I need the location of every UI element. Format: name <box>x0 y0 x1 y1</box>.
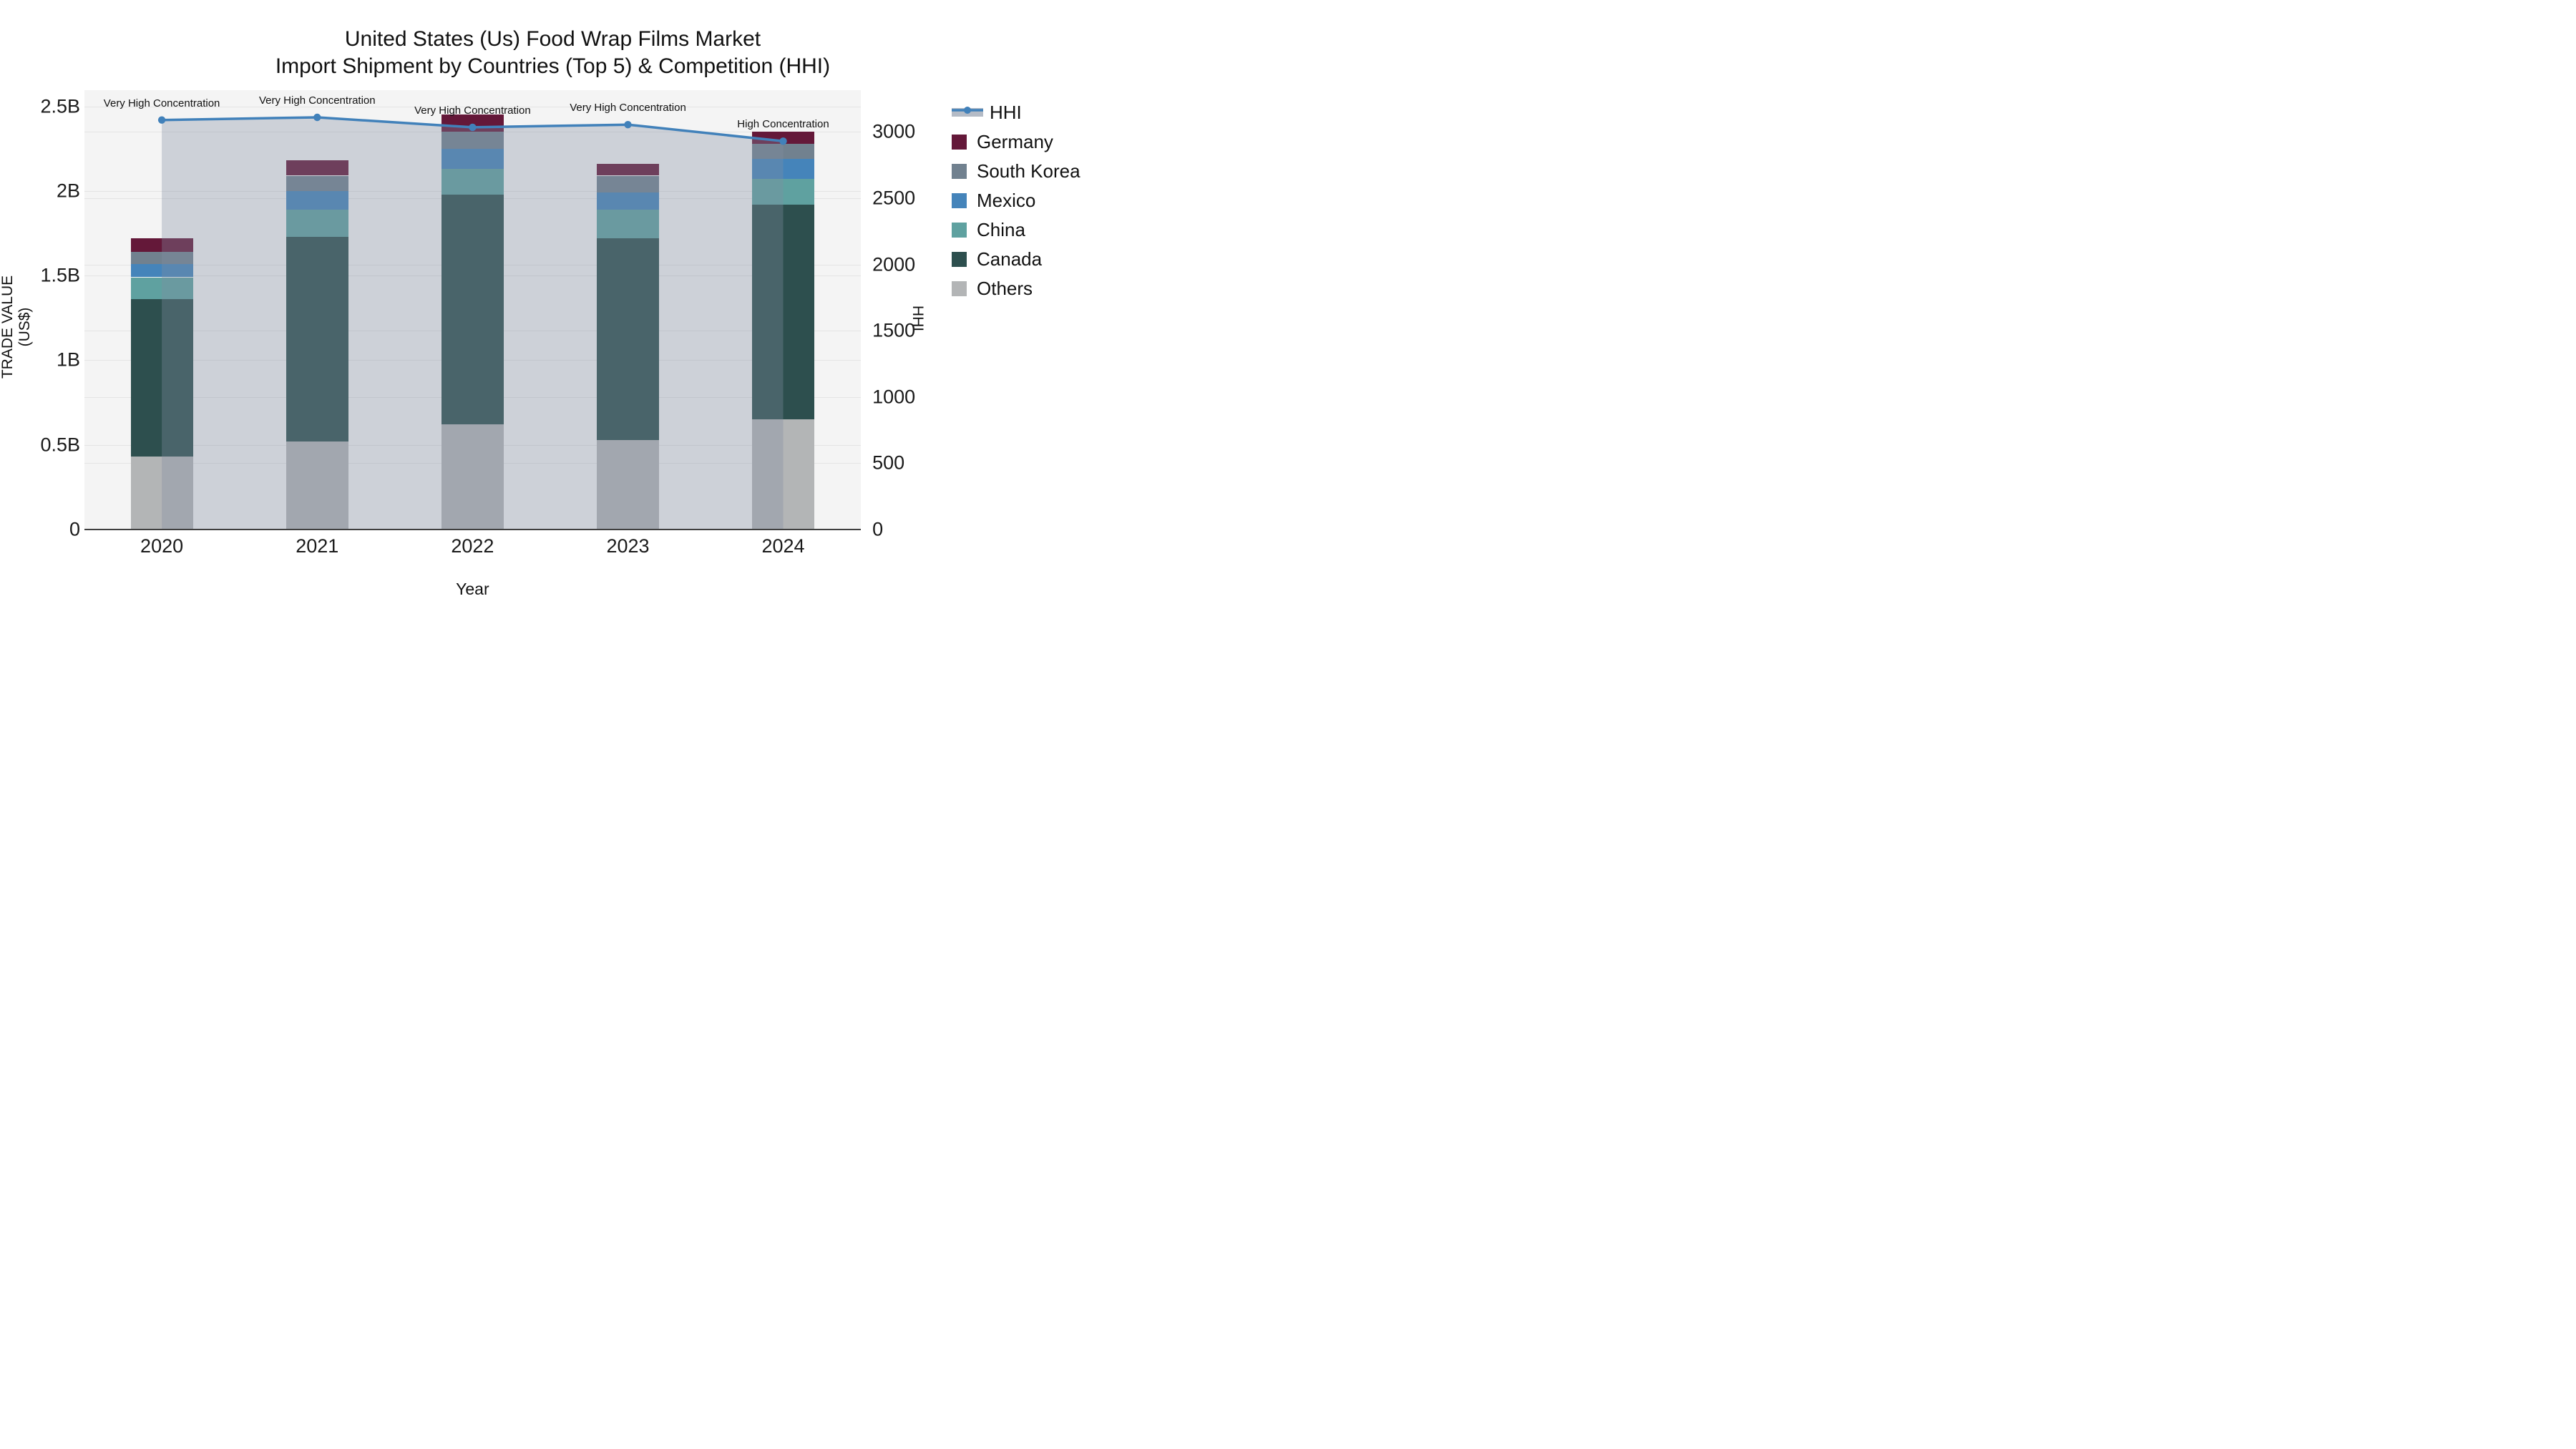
annotation-2020: Very High Concentration <box>103 97 220 109</box>
y-left-tick: 2B <box>56 180 80 202</box>
hhi-marker-2021[interactable] <box>313 113 321 122</box>
y-right-tick: 3000 <box>872 120 916 142</box>
x-tick-2021: 2021 <box>296 535 339 557</box>
legend-item-germany[interactable]: Germany <box>952 131 1080 152</box>
legend-color-swatch-icon <box>952 192 967 208</box>
bar-segment-south-korea-2023[interactable] <box>597 175 659 193</box>
chart-title-line2: Import Shipment by Countries (Top 5) & C… <box>275 54 831 78</box>
legend-label: HHI <box>990 101 1022 123</box>
y-right-tick: 500 <box>872 452 905 474</box>
y-right-tick: 1000 <box>872 386 916 408</box>
legend-label: Others <box>977 277 1033 299</box>
annotation-2023: Very High Concentration <box>570 102 686 114</box>
bar-segment-canada-2022[interactable] <box>441 194 504 425</box>
bar-segment-south-korea-2021[interactable] <box>286 175 348 191</box>
bar-segment-south-korea-2022[interactable] <box>441 132 504 149</box>
annotation-2022: Very High Concentration <box>414 104 531 117</box>
legend-item-south-korea[interactable]: South Korea <box>952 160 1080 182</box>
bar-segment-others-2023[interactable] <box>597 439 659 530</box>
hhi-marker-2022[interactable] <box>469 123 477 132</box>
legend-item-others[interactable]: Others <box>952 278 1080 299</box>
hhi-line-layer <box>157 113 787 530</box>
bar-segment-mexico-2020[interactable] <box>130 263 193 278</box>
legend-color-swatch-icon <box>952 222 967 238</box>
bar-segment-china-2023[interactable] <box>597 209 659 238</box>
legend-item-canada[interactable]: Canada <box>952 248 1080 270</box>
bar-segment-mexico-2021[interactable] <box>286 190 348 210</box>
x-tick-2020: 2020 <box>140 535 184 557</box>
legend-item-hhi[interactable]: HHI <box>952 102 1080 123</box>
bar-segment-others-2024[interactable] <box>752 419 814 530</box>
bar-segment-china-2022[interactable] <box>441 169 504 195</box>
x-tick-2022: 2022 <box>451 535 494 557</box>
x-tick-2023: 2023 <box>606 535 650 557</box>
y-left-tick: 1.5B <box>40 264 80 286</box>
legend-label: South Korea <box>977 160 1080 182</box>
y-right-tick: 2000 <box>872 253 916 275</box>
legend-label: Germany <box>977 130 1053 152</box>
bar-segment-china-2024[interactable] <box>752 179 814 205</box>
hhi-marker-2023[interactable] <box>624 121 632 129</box>
hhi-area-fill <box>162 117 784 530</box>
bar-segment-others-2021[interactable] <box>286 441 348 530</box>
bar-segment-germany-2021[interactable] <box>286 160 348 176</box>
bar-segment-china-2021[interactable] <box>286 209 348 237</box>
bar-segment-canada-2024[interactable] <box>752 204 814 420</box>
legend-color-swatch-icon <box>952 163 967 179</box>
bar-segment-china-2020[interactable] <box>130 277 193 300</box>
bar-segment-others-2020[interactable] <box>130 457 193 530</box>
chart-title-line1: United States (Us) Food Wrap Films Marke… <box>344 27 761 51</box>
bar-segment-canada-2020[interactable] <box>130 299 193 457</box>
bar-segment-canada-2023[interactable] <box>597 238 659 440</box>
legend-color-swatch-icon <box>952 280 967 296</box>
legend-item-china[interactable]: China <box>952 219 1080 240</box>
y-left-tick: 0 <box>69 518 80 540</box>
y-left-tick: 1B <box>56 348 80 371</box>
bar-segment-mexico-2022[interactable] <box>441 148 504 169</box>
legend-color-swatch-icon <box>952 251 967 267</box>
bar-segment-south-korea-2020[interactable] <box>130 252 193 264</box>
legend-item-mexico[interactable]: Mexico <box>952 190 1080 211</box>
y-left-tick: 0.5B <box>40 434 80 456</box>
legend: HHI Germany South Korea Mexico China Canada Ot… <box>952 102 1080 307</box>
legend-label: Mexico <box>977 189 1036 211</box>
bar-segment-south-korea-2024[interactable] <box>752 143 814 159</box>
legend-color-swatch-icon <box>952 134 967 150</box>
bar-segment-mexico-2023[interactable] <box>597 192 659 210</box>
x-tick-2024: 2024 <box>761 535 805 557</box>
bar-segment-canada-2021[interactable] <box>286 236 348 441</box>
legend-label: China <box>977 218 1025 240</box>
y-right-tick: 0 <box>872 518 884 540</box>
bar-segment-germany-2023[interactable] <box>597 163 659 176</box>
hhi-marker-2024[interactable] <box>779 137 787 145</box>
annotation-2021: Very High Concentration <box>259 94 376 107</box>
y-left-tick: 2.5B <box>40 95 80 117</box>
x-axis-line <box>84 529 862 530</box>
bar-segment-germany-2020[interactable] <box>130 238 193 252</box>
bar-segment-mexico-2024[interactable] <box>752 158 814 180</box>
bar-segment-others-2022[interactable] <box>441 424 504 530</box>
legend-line-swatch-icon <box>952 105 983 119</box>
annotation-2024: High Concentration <box>737 118 829 131</box>
hhi-marker-2020[interactable] <box>157 116 166 124</box>
y-right-tick: 2500 <box>872 187 916 209</box>
legend-label: Canada <box>977 248 1043 270</box>
figure: United States (Us) Food Wrap Films Marke… <box>0 0 1106 622</box>
chart-title: United States (Us) Food Wrap Films Marke… <box>0 26 1106 80</box>
y-right-tick: 1500 <box>872 319 916 341</box>
x-axis-title: Year <box>456 580 489 598</box>
